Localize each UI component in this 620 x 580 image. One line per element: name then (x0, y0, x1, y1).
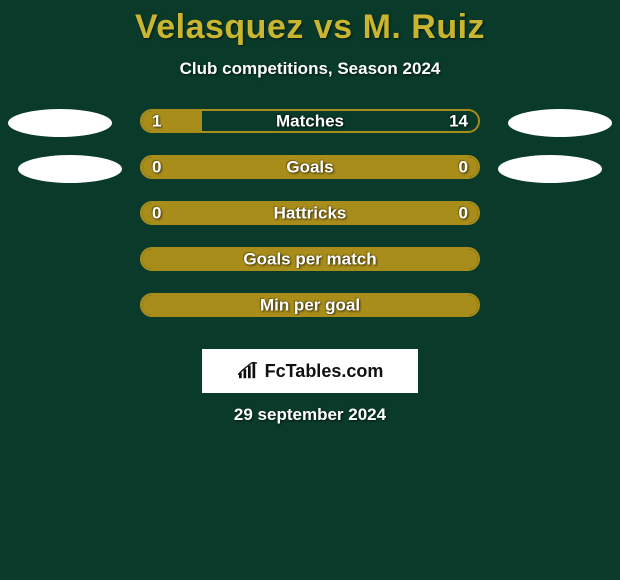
player-avatar-right (508, 109, 612, 137)
player-avatar-right (498, 155, 602, 183)
stat-bar: 0 Hattricks 0 (140, 201, 480, 225)
logo: FcTables.com (237, 361, 384, 382)
stat-row: 1 Matches 14 (0, 109, 620, 155)
stat-label: Matches (276, 113, 344, 130)
stat-row: Goals per match (0, 247, 620, 293)
date-text: 29 september 2024 (0, 405, 620, 425)
stat-label: Hattricks (274, 205, 347, 222)
stat-right-value: 14 (449, 113, 468, 130)
stat-left-value: 0 (152, 205, 161, 222)
stat-bar: 1 Matches 14 (140, 109, 480, 133)
stat-label: Min per goal (260, 297, 360, 314)
card-title: Velasquez vs M. Ruiz (0, 8, 620, 47)
comparison-card: Velasquez vs M. Ruiz Club competitions, … (0, 0, 620, 425)
logo-text: FcTables.com (265, 361, 384, 382)
stat-left-value: 1 (152, 113, 161, 130)
stat-label: Goals per match (243, 251, 376, 268)
stat-right-value: 0 (459, 205, 468, 222)
stat-row: 0 Hattricks 0 (0, 201, 620, 247)
player-avatar-left (8, 109, 112, 137)
stat-bar: 0 Goals 0 (140, 155, 480, 179)
stat-rows: 1 Matches 14 0 Goals 0 0 Hattricks 0 Goals per ma… (0, 109, 620, 339)
stat-row: Min per goal (0, 293, 620, 339)
stat-right-value: 0 (459, 159, 468, 176)
stat-row: 0 Goals 0 (0, 155, 620, 201)
stat-left-value: 0 (152, 159, 161, 176)
stat-bar: Min per goal (140, 293, 480, 317)
player-avatar-left (18, 155, 122, 183)
card-subtitle: Club competitions, Season 2024 (0, 59, 620, 79)
logo-box[interactable]: FcTables.com (202, 349, 418, 393)
stat-bar: Goals per match (140, 247, 480, 271)
bar-chart-icon (237, 362, 259, 380)
stat-label: Goals (286, 159, 333, 176)
